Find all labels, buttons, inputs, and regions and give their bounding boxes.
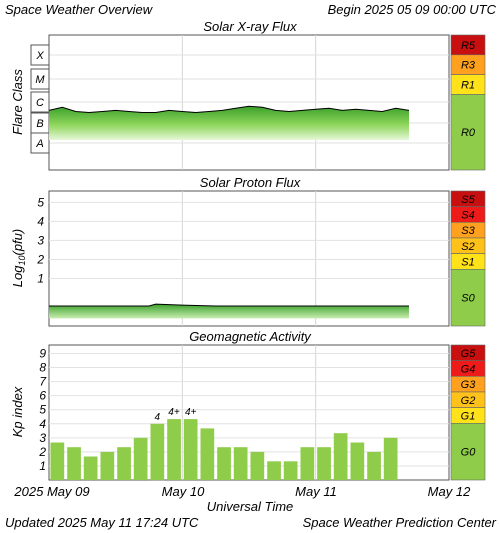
proton-ytick-3: 3 — [37, 233, 44, 247]
xray-tick-b: B — [36, 118, 43, 130]
kp-ylabel: Kp index — [10, 386, 25, 437]
kp-bar — [367, 451, 381, 480]
kp-bar — [267, 461, 281, 480]
proton-ytick-2: 2 — [36, 252, 44, 266]
scale-label-s5: S5 — [461, 194, 475, 206]
scale-label-r0: R0 — [461, 127, 476, 139]
kp-bar — [150, 423, 165, 481]
kp-grid — [49, 345, 449, 480]
scale-label-g3: G3 — [461, 379, 477, 391]
scale-label-r5: R5 — [461, 40, 476, 52]
kp-ytick-5: 5 — [39, 403, 46, 417]
kp-bar-label: 4 — [155, 412, 161, 423]
kp-ytick-4: 4 — [39, 417, 46, 431]
xray-title: Solar X-ray Flux — [203, 19, 297, 34]
proton-ylabel: Log10(pfu) — [10, 229, 27, 287]
kp-bar — [183, 419, 198, 480]
updated-time: Updated 2025 May 11 17:24 UTC — [5, 515, 199, 530]
date-label-may12: May 12 — [428, 484, 471, 499]
xray-flux-area — [49, 106, 409, 140]
proton-y-ticks: 1 2 3 4 5 — [36, 195, 44, 285]
scale-label-g4: G4 — [461, 363, 476, 375]
proton-title: Solar Proton Flux — [200, 175, 301, 190]
proton-panel: 1 2 3 4 5 Log10(pfu) S5 S4 S3 S2 S1 S0 — [10, 190, 486, 327]
xray-ylabel: Flare Class — [10, 69, 25, 135]
scale-label-g0: G0 — [461, 447, 477, 459]
kp-bar — [317, 447, 331, 480]
kp-ytick-3: 3 — [39, 431, 46, 445]
xray-tick-x: X — [35, 50, 44, 62]
kp-bar — [250, 451, 265, 480]
kp-bar — [50, 442, 65, 480]
scale-label-r3: R3 — [461, 60, 476, 72]
swpc-credit: Space Weather Prediction Center — [303, 515, 497, 530]
kp-bar — [83, 456, 98, 480]
kp-bar — [133, 437, 148, 480]
scale-cell-s0 — [450, 268, 486, 327]
scale-label-s2: S2 — [461, 241, 474, 253]
xray-flux-line — [48, 105, 410, 114]
kp-bar — [283, 461, 298, 480]
kp-bars: 4 4+ 4+ — [50, 407, 398, 481]
kp-bar — [233, 447, 248, 480]
scale-label-s3: S3 — [461, 225, 475, 237]
proton-ytick-5: 5 — [37, 195, 44, 209]
kp-bar — [67, 447, 81, 480]
xray-tick-c: C — [36, 97, 44, 109]
kp-bar-label: 4+ — [168, 407, 180, 418]
kp-bar — [167, 419, 181, 480]
xray-tick-m: M — [35, 74, 45, 86]
kp-bar — [117, 447, 131, 480]
scale-cell-r0 — [450, 94, 486, 171]
kp-ytick-6: 6 — [39, 389, 46, 403]
kp-ytick-7: 7 — [39, 375, 47, 389]
kp-bar — [200, 428, 215, 480]
kp-bar — [333, 433, 348, 480]
date-label-may11: May 11 — [295, 484, 337, 499]
xray-class-boxes — [30, 44, 50, 154]
scale-label-s1: S1 — [461, 256, 474, 268]
kp-ytick-2: 2 — [38, 445, 46, 459]
kp-bar — [300, 447, 315, 480]
kp-ytick-8: 8 — [39, 361, 46, 375]
proton-flux-area — [49, 304, 409, 319]
xray-tick-a: A — [35, 138, 43, 150]
proton-ytick-4: 4 — [37, 214, 44, 228]
date-label-may10: May 10 — [162, 484, 205, 499]
scale-cell-g0 — [450, 422, 486, 481]
scale-label-g1: G1 — [461, 410, 476, 422]
proton-ytick-1: 1 — [37, 271, 44, 285]
date-label-may09: 2025 May 09 — [13, 484, 89, 499]
kp-bar — [350, 442, 365, 480]
begin-time: Begin 2025 05 09 00:00 UTC — [328, 2, 497, 17]
xray-r-scale: R5 R3 R1 R0 — [450, 34, 486, 171]
kp-g-scale: G5 G4 G3 G2 G1 G0 — [450, 344, 486, 481]
xray-panel: X M C B A Flare Class R5 R3 R1 R0 — [10, 34, 486, 171]
kp-ytick-9: 9 — [39, 346, 46, 360]
proton-grid — [49, 191, 449, 326]
kp-title: Geomagnetic Activity — [189, 329, 312, 344]
scale-label-g2: G2 — [461, 395, 476, 407]
scale-label-r1: R1 — [461, 80, 475, 92]
kp-bar — [217, 447, 231, 480]
kp-bar — [383, 437, 398, 480]
proton-plot-area — [48, 190, 450, 327]
overview-title: Space Weather Overview — [5, 2, 154, 17]
xaxis-title: Universal Time — [207, 499, 294, 514]
scale-label-s4: S4 — [461, 209, 474, 221]
proton-s-scale: S5 S4 S3 S2 S1 S0 — [450, 190, 486, 327]
scale-label-s0: S0 — [461, 293, 475, 305]
scale-label-g5: G5 — [461, 348, 477, 360]
kp-bar — [100, 451, 115, 480]
kp-ytick-1: 1 — [39, 459, 46, 473]
kp-bar-label: 4+ — [185, 407, 197, 418]
proton-flux-line — [49, 303, 409, 307]
